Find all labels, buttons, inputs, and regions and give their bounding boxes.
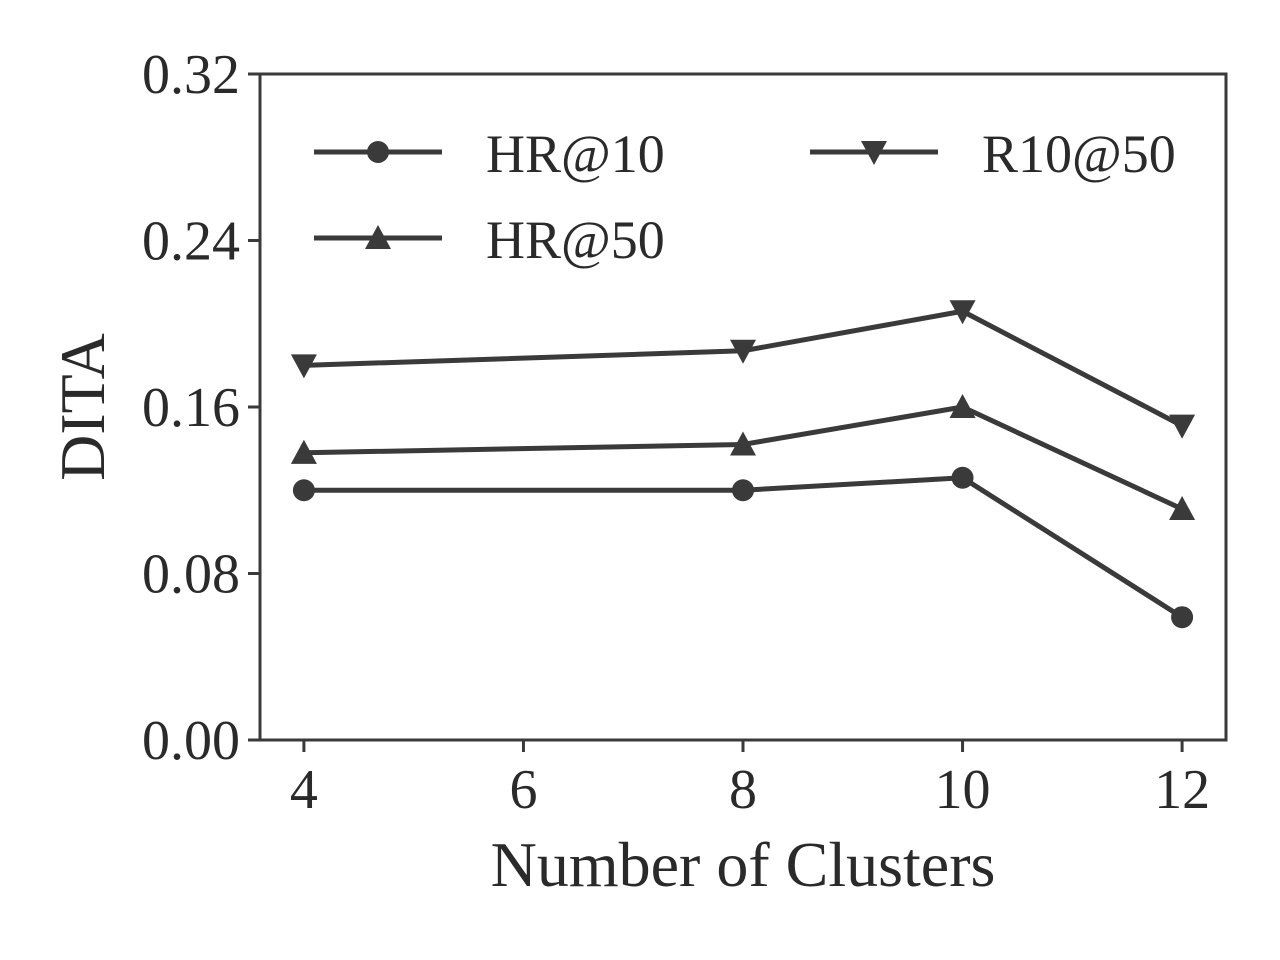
y-axis: 0.00 0.08 0.16 0.24 0.32 — [142, 44, 260, 772]
data-point-hr-10 — [292, 479, 315, 502]
x-tick-label: 4 — [290, 759, 318, 821]
series-line-hr-10 — [303, 475, 1184, 620]
x-tick-label: 12 — [1154, 759, 1210, 821]
y-axis-title: DITA — [47, 333, 118, 481]
legend-marker-r10-50 — [861, 140, 887, 165]
series-hr-10 — [292, 466, 1194, 629]
data-point-r10-50 — [290, 354, 317, 379]
data-point-hr-50 — [949, 394, 976, 419]
y-tick-label: 0.24 — [142, 211, 240, 273]
legend-marker-hr-50 — [365, 225, 391, 250]
data-point-hr-50 — [730, 431, 756, 456]
x-tick-label: 6 — [509, 759, 537, 821]
series-line-hr-50 — [303, 404, 1184, 512]
y-tick-label: 0.32 — [142, 44, 240, 106]
legend-label: HR@50 — [486, 210, 665, 270]
legend-marker-hr-10 — [367, 141, 389, 163]
legend-label: R10@50 — [982, 124, 1176, 184]
legend-entry-hr-50: HR@50 — [314, 210, 665, 270]
data-point-r10-50 — [1169, 414, 1196, 439]
legend-entry-r10-50: R10@50 — [810, 124, 1176, 184]
y-tick-label: 0.08 — [142, 544, 240, 606]
legend: HR@10 R10@50 HR@50 — [314, 124, 1176, 270]
legend-label: HR@10 — [486, 124, 665, 184]
y-tick-label: 0.16 — [142, 377, 240, 439]
x-axis-title: Number of Clusters — [491, 829, 996, 900]
series-layer — [290, 300, 1196, 629]
data-point-r10-50 — [949, 300, 976, 325]
x-axis: 4 6 8 10 12 — [290, 740, 1210, 821]
data-point-hr-10 — [1171, 606, 1194, 629]
series-line-r10-50 — [303, 308, 1184, 428]
data-point-r10-50 — [730, 339, 756, 364]
data-point-hr-10 — [732, 479, 754, 502]
x-tick-label: 8 — [729, 759, 757, 821]
data-point-hr-10 — [951, 466, 974, 489]
data-point-hr-50 — [290, 439, 317, 464]
x-tick-label: 10 — [935, 759, 991, 821]
legend-entry-hr-10: HR@10 — [314, 124, 665, 184]
y-tick-label: 0.00 — [142, 710, 240, 772]
series-r10-50 — [290, 300, 1196, 439]
data-point-hr-50 — [1169, 495, 1196, 521]
series-hr-50 — [290, 394, 1196, 521]
